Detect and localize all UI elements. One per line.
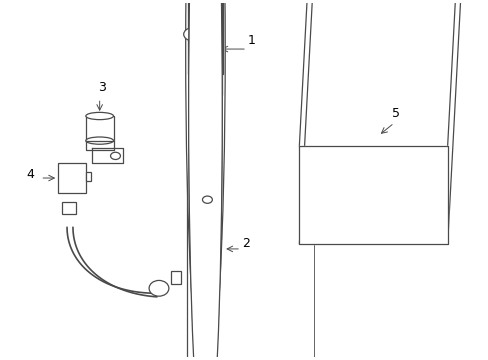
Ellipse shape (86, 112, 113, 120)
Polygon shape (86, 141, 113, 150)
Circle shape (183, 28, 201, 41)
Polygon shape (92, 148, 123, 163)
Circle shape (202, 196, 212, 203)
Ellipse shape (188, 0, 222, 360)
Text: 5: 5 (391, 107, 400, 120)
FancyBboxPatch shape (188, 0, 222, 95)
Ellipse shape (149, 280, 168, 296)
Polygon shape (299, 145, 447, 244)
Text: 2: 2 (242, 237, 249, 250)
FancyBboxPatch shape (193, 215, 221, 239)
Circle shape (110, 152, 120, 159)
FancyBboxPatch shape (58, 163, 86, 193)
Ellipse shape (188, 0, 222, 360)
FancyBboxPatch shape (170, 271, 181, 284)
FancyBboxPatch shape (62, 202, 76, 215)
Text: 4: 4 (26, 168, 34, 181)
Ellipse shape (189, 172, 221, 184)
FancyBboxPatch shape (86, 172, 91, 181)
Text: 3: 3 (98, 81, 105, 94)
FancyBboxPatch shape (187, 0, 223, 74)
Ellipse shape (185, 0, 225, 360)
Ellipse shape (86, 137, 113, 144)
Text: 1: 1 (247, 34, 255, 47)
